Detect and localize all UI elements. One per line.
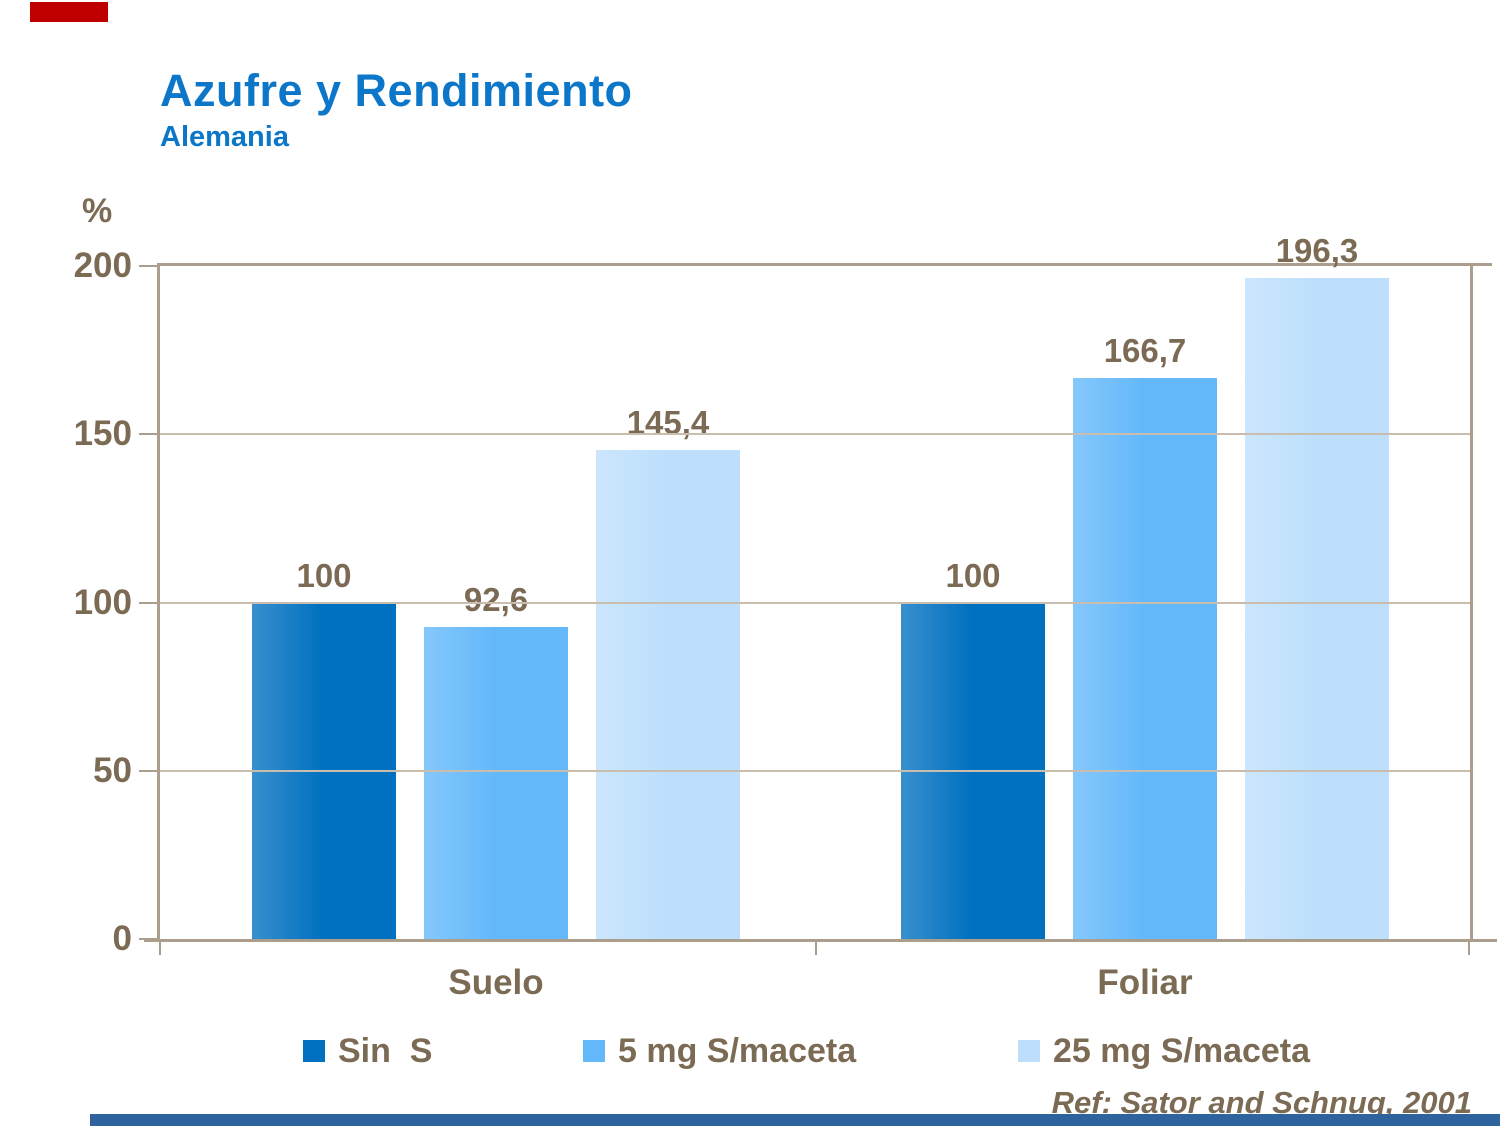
top-accent-bar: [30, 2, 108, 22]
axis-extension-top-right: [1473, 263, 1492, 266]
y-axis-unit-label: %: [82, 192, 113, 230]
bar-value-label: 92,6: [463, 581, 529, 619]
legend-item-sin-s: Sin S: [303, 1031, 432, 1071]
axis-extension-left: [144, 939, 158, 942]
x-tick-mark: [1468, 942, 1470, 955]
bottom-rule: [90, 1114, 1500, 1126]
legend-swatch-5mg: [583, 1040, 605, 1062]
y-tick-label-100: 100: [73, 582, 132, 622]
x-tick-mark: [815, 942, 817, 955]
y-tick-mark-50: [139, 769, 160, 772]
category-label-suelo: Suelo: [448, 963, 544, 1002]
bar-foliar-series1: [1073, 378, 1217, 939]
chart-subtitle: Alemania: [160, 121, 289, 153]
x-tick-mark: [159, 942, 161, 955]
legend-item-25mg: 25 mg S/maceta: [1018, 1031, 1310, 1071]
y-tick-mark-0: [139, 938, 160, 940]
bar-value-label: 166,7: [1103, 332, 1187, 370]
plot-area: 100 100 92,6 166,7 145,4 196,3: [160, 232, 1470, 939]
y-tick-mark-150: [139, 433, 160, 436]
chart-title: Azufre y Rendimiento: [160, 65, 633, 116]
bar-suelo-series1: [424, 627, 568, 939]
legend-label-25mg: 25 mg S/maceta: [1053, 1031, 1311, 1070]
gridline-50: [160, 769, 1470, 772]
bar-value-label: 196,3: [1275, 232, 1359, 270]
bar-value-label: 100: [296, 556, 352, 594]
legend-label-sin-s: Sin S: [338, 1031, 433, 1070]
y-tick-label-200: 200: [73, 246, 132, 285]
gridline-100: [160, 601, 1470, 604]
bar-value-label: 145,4: [626, 403, 710, 441]
legend-swatch-sin-s: [303, 1040, 325, 1062]
y-tick-mark-100: [139, 601, 160, 604]
legend-item-5mg: 5 mg S/maceta: [583, 1031, 856, 1071]
y-tick-label-0: 0: [112, 919, 132, 958]
y-tick-label-150: 150: [73, 414, 132, 454]
bar-suelo-series2: [596, 449, 740, 939]
category-label-foliar: Foliar: [1097, 963, 1193, 1002]
bar-value-label: 100: [945, 556, 1001, 594]
legend-swatch-25mg: [1018, 1040, 1040, 1062]
y-tick-mark-200: [139, 265, 160, 267]
gridline-150: [160, 433, 1470, 436]
y-tick-label-50: 50: [93, 750, 132, 790]
axis-extension-right: [1473, 939, 1497, 942]
bar-foliar-series2: [1245, 278, 1389, 939]
legend-label-5mg: 5 mg S/maceta: [618, 1031, 857, 1070]
